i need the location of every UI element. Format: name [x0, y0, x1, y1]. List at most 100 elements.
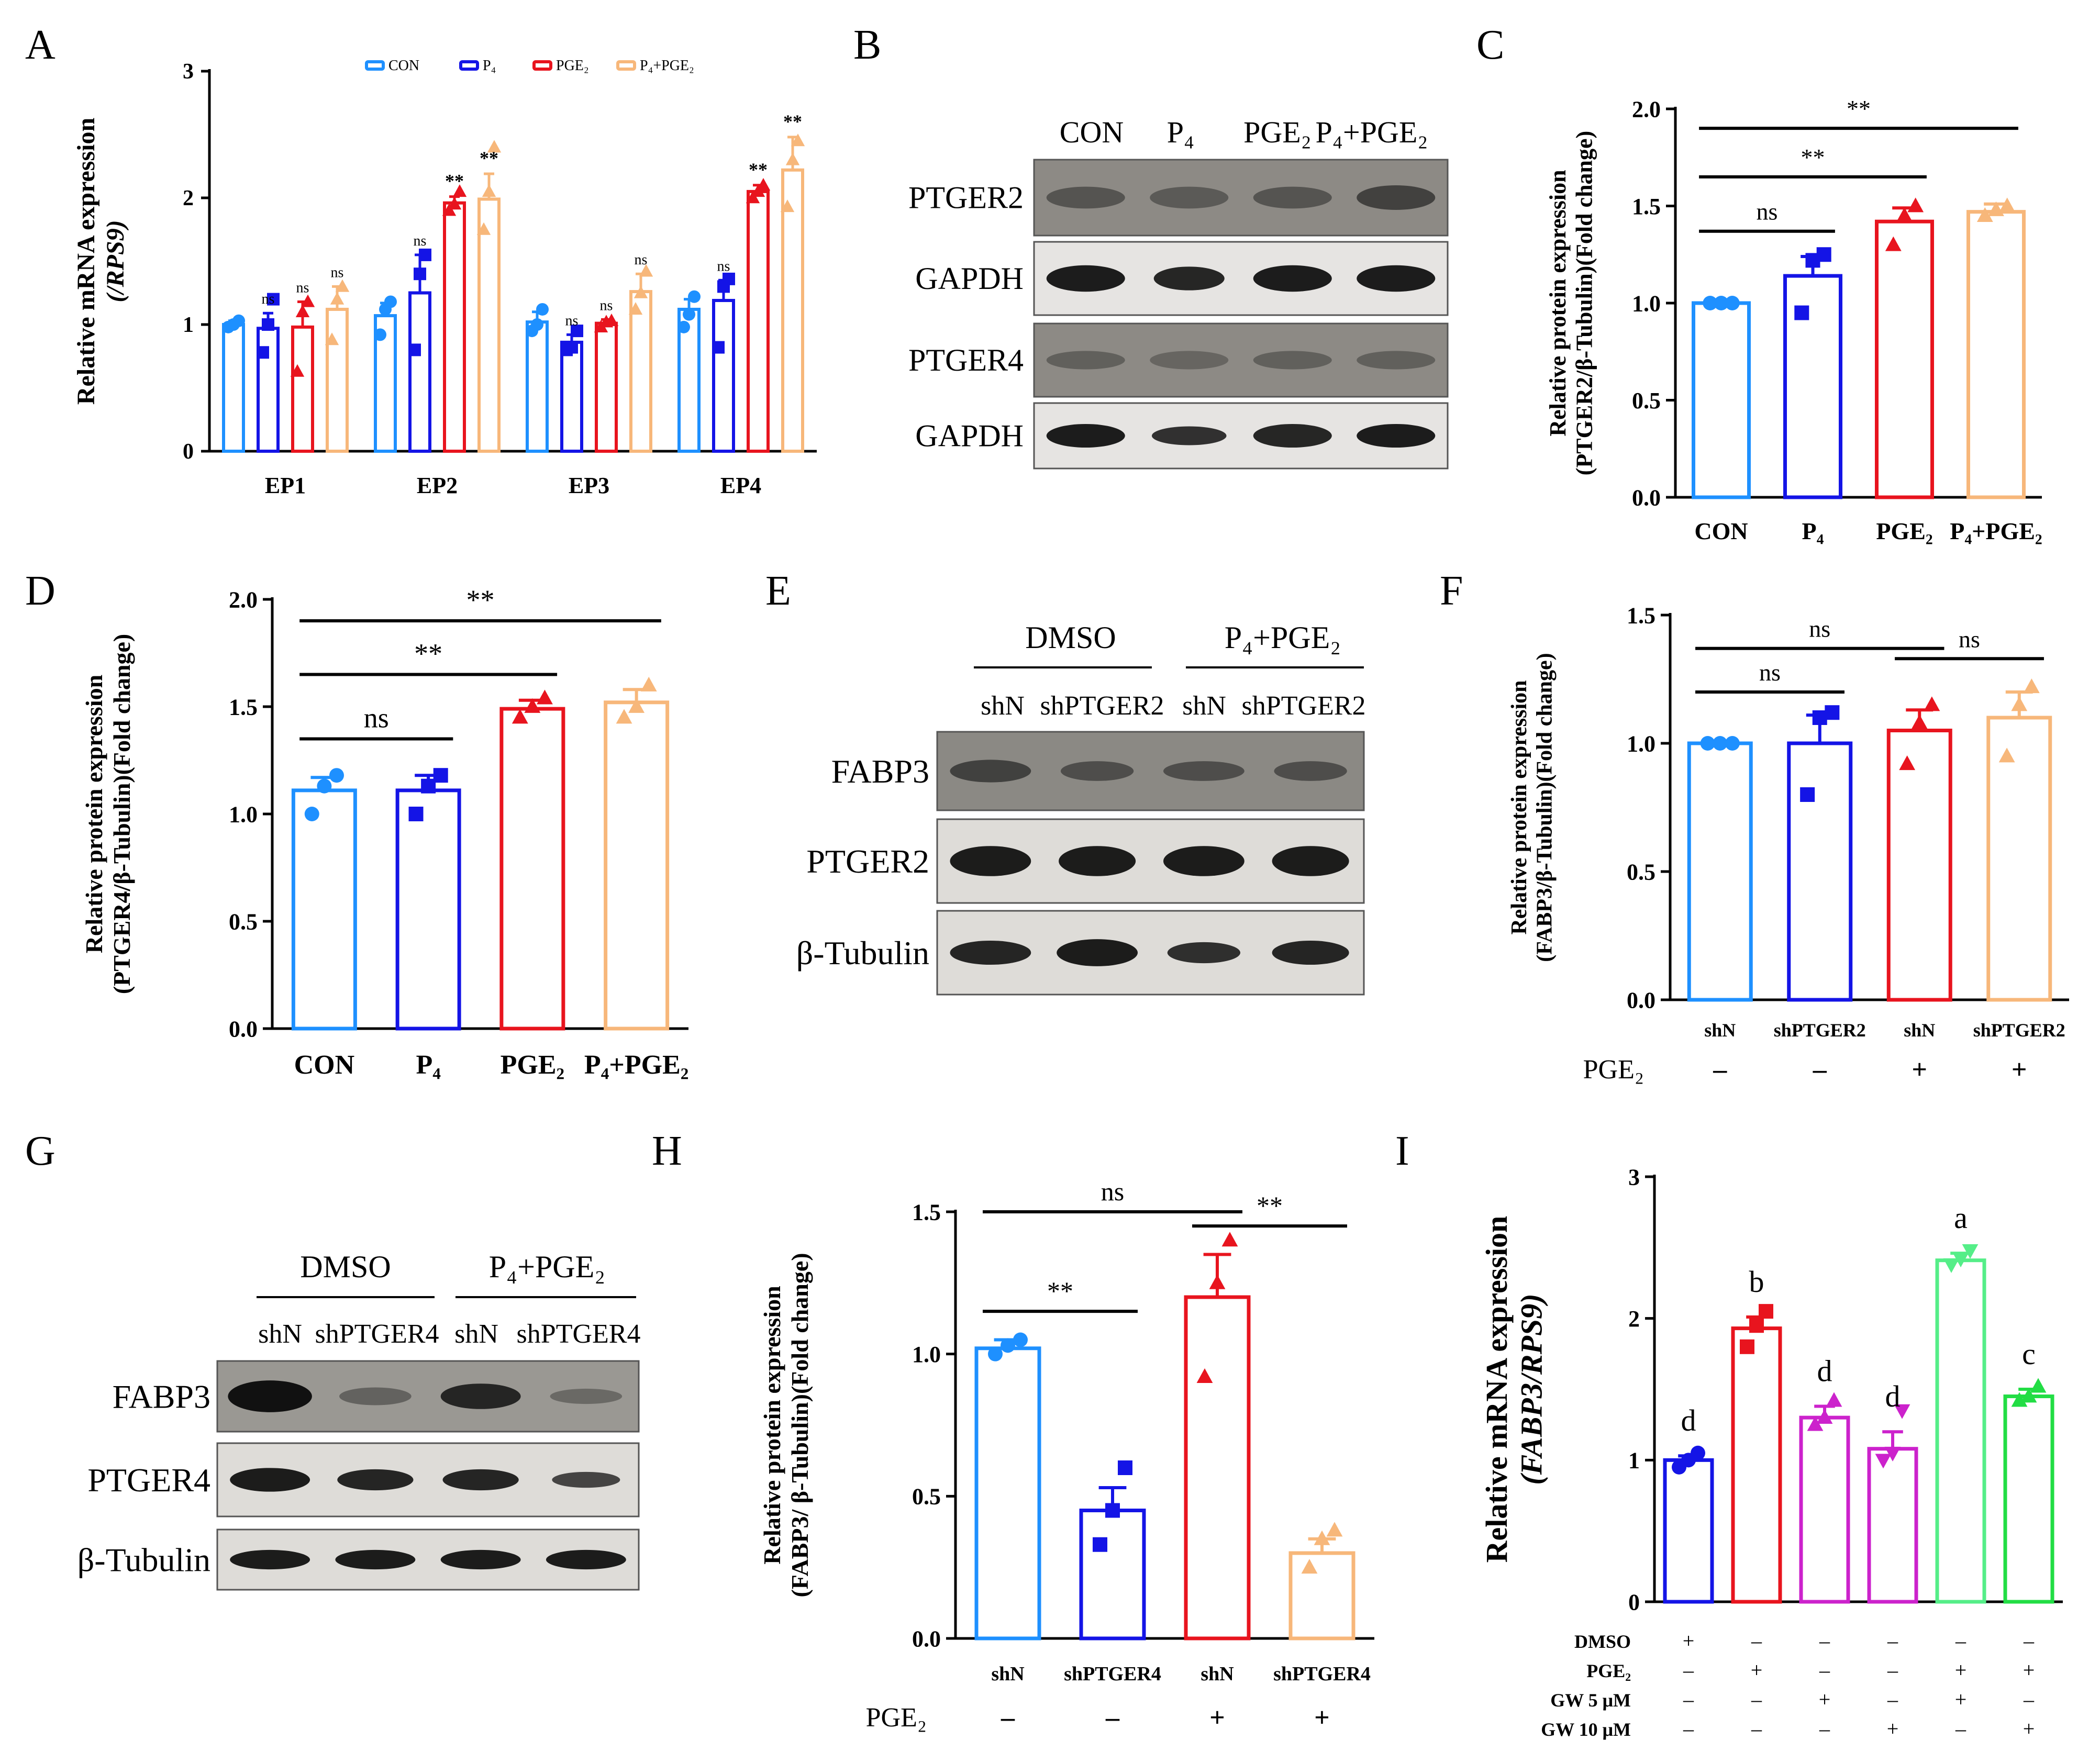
- treatment-mark: –: [1887, 1688, 1898, 1711]
- blot-band: [950, 760, 1031, 783]
- blot-band: [1253, 265, 1332, 292]
- significance-letter: d: [1885, 1379, 1901, 1413]
- data-point: [1894, 1404, 1910, 1419]
- bar: [1731, 1326, 1782, 1604]
- bar: [291, 325, 314, 453]
- data-point: [1911, 714, 1928, 729]
- bar: [1886, 729, 1952, 1002]
- blot-column-label: shPTGER4: [517, 1319, 641, 1349]
- legend-swatch: [616, 60, 636, 71]
- treatment-mark: –: [1887, 1658, 1898, 1682]
- treatment-mark: –: [1683, 1717, 1694, 1740]
- legend-label: PGE₂: [556, 58, 589, 74]
- treatment-mark: –: [1887, 1629, 1898, 1653]
- data-point: [1999, 197, 2016, 213]
- data-point: [482, 184, 496, 197]
- treatment-mark: –: [1751, 1688, 1762, 1711]
- panel-letter-i: I: [1395, 1128, 1409, 1174]
- blot-column-label: shN: [454, 1319, 498, 1349]
- data-point: [524, 698, 541, 713]
- blot-column-label: P₄+PGE₂: [1316, 115, 1428, 149]
- bar: [1079, 1509, 1146, 1641]
- y-tick-label: 0.5: [912, 1484, 941, 1510]
- blot-band: [440, 1549, 521, 1570]
- bar: [291, 788, 357, 1031]
- treatment-mark: –: [1713, 1055, 1727, 1085]
- significance-label: **: [445, 171, 464, 192]
- panel-letter-c: C: [1476, 22, 1504, 68]
- x-tick-label: P₄: [1802, 518, 1824, 544]
- data-point: [374, 328, 386, 341]
- data-point: [1118, 1460, 1132, 1475]
- data-point: [290, 364, 305, 377]
- y-tick-label: 1.0: [1627, 731, 1655, 756]
- data-point: [785, 152, 800, 165]
- data-point: [1725, 736, 1740, 751]
- data-point: [1105, 1503, 1120, 1518]
- data-point: [537, 689, 553, 705]
- blot-band: [1153, 266, 1225, 291]
- y-tick-label: 1: [1628, 1448, 1640, 1474]
- data-point: [1221, 1232, 1238, 1247]
- blot-column-label: shN: [1182, 691, 1226, 721]
- significance-label: **: [1847, 95, 1871, 122]
- bar: [1986, 716, 2052, 1002]
- data-point: [317, 778, 332, 794]
- data-point: [1988, 201, 2004, 216]
- blot-band: [1272, 846, 1349, 876]
- data-point: [780, 199, 795, 213]
- data-point: [1875, 1454, 1892, 1469]
- y-tick-label: 0: [183, 440, 194, 464]
- data-point: [257, 346, 269, 359]
- bar: [604, 700, 670, 1031]
- blot-row-label: FABP3: [831, 753, 929, 790]
- data-point: [301, 294, 315, 307]
- significance-label: ns: [1101, 1177, 1124, 1206]
- x-tick-label: shN: [1704, 1020, 1736, 1041]
- bar: [712, 299, 735, 453]
- data-point: [683, 308, 695, 321]
- western-blot-e: DMSO P₄+PGE₂ shN shPTGER2 shN shPTGER2 FABP3 PT…: [796, 620, 1365, 996]
- data-point: [447, 197, 462, 210]
- blot-band: [1274, 761, 1347, 781]
- y-axis-label-2: (FABP3/ β-Tubulin)(Fold change): [786, 1253, 813, 1597]
- blot-band: [1046, 265, 1125, 292]
- data-point: [1826, 1392, 1842, 1407]
- y-axis-label-2: (PTGER2/β-Tubulin)(Fold change): [1572, 131, 1597, 475]
- panel-letter-e: E: [765, 568, 791, 614]
- blot-band: [1253, 186, 1332, 209]
- treatment-mark: +: [1955, 1658, 1967, 1682]
- chart-i: 0 1 2 3 Relative mRNA expression (FABP3/RPS9)…: [1480, 1164, 2063, 1740]
- data-point: [677, 320, 690, 333]
- significance-label: ns: [1959, 626, 1980, 652]
- legend-label: CON: [388, 58, 419, 74]
- data-point: [330, 292, 345, 305]
- blot-group-label: DMSO: [300, 1249, 391, 1284]
- data-point: [1812, 710, 1827, 725]
- blot-row-label: β-Tubulin: [796, 934, 929, 972]
- y-axis-label: Relative protein expression: [1507, 680, 1531, 934]
- data-point: [628, 698, 645, 713]
- blot-band: [230, 1549, 310, 1570]
- blot-row-label: PTGER2: [806, 843, 929, 880]
- chart-h: 0.0 0.5 1.0 1.5 Relative protein expression(…: [759, 1177, 1374, 1733]
- data-point: [1794, 305, 1809, 320]
- treatment-mark: –: [1955, 1629, 1966, 1653]
- blot-column-label: shPTGER4: [315, 1319, 439, 1349]
- treatment-mark: –: [1955, 1717, 1966, 1740]
- significance-label: ns: [1809, 616, 1830, 642]
- data-point: [1800, 787, 1815, 802]
- data-point: [1816, 1409, 1833, 1424]
- y-tick-label: 1.0: [229, 801, 258, 827]
- data-point: [2023, 678, 2040, 694]
- bar: [747, 189, 770, 453]
- data-point: [1301, 1559, 1318, 1574]
- blot-row-label: GAPDH: [915, 261, 1024, 296]
- treatment-mark: +: [1819, 1688, 1831, 1711]
- significance-label: ns: [1759, 659, 1781, 686]
- y-axis-label: Relative mRNA expression: [1480, 1216, 1514, 1563]
- bar: [477, 197, 501, 453]
- data-point: [628, 302, 643, 315]
- blot-band: [550, 1388, 623, 1404]
- panel-letter-g: G: [25, 1128, 55, 1174]
